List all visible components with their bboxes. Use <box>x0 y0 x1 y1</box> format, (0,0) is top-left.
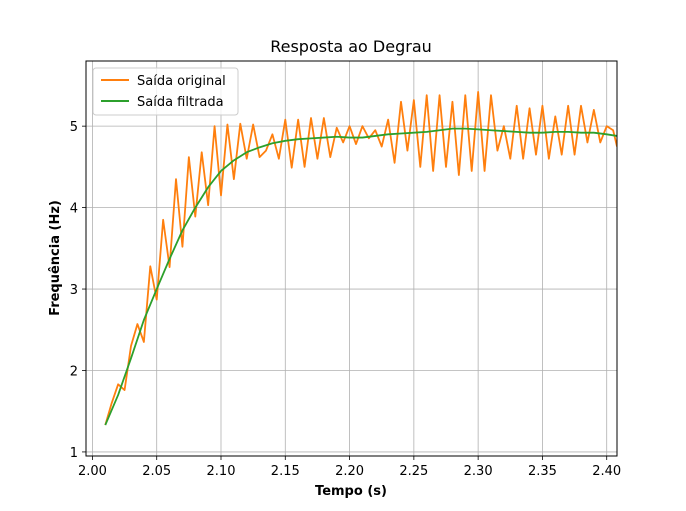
y-axis-ticks: 1 2 3 4 5 <box>70 120 86 461</box>
x-tick-label: 2.00 <box>78 464 107 479</box>
y-tick-label: 4 <box>70 202 78 217</box>
x-tick-label: 2.30 <box>464 464 493 479</box>
legend-label-filtered: Saída filtrada <box>137 95 224 110</box>
legend-box <box>92 67 239 116</box>
legend-label-original: Saída original <box>137 74 226 89</box>
x-tick-label: 2.10 <box>207 464 236 479</box>
x-tick-label: 2.40 <box>592 464 621 479</box>
series-line-filtered <box>104 127 617 426</box>
series-lines <box>104 91 617 426</box>
plot-area <box>86 61 617 456</box>
series-line-original <box>104 91 617 426</box>
x-axis-label: Tempo (s) <box>315 484 387 499</box>
y-tick-label: 5 <box>70 120 78 135</box>
chart-title: Resposta ao Degrau <box>270 37 432 56</box>
x-tick-label: 2.35 <box>528 464 557 479</box>
y-gridlines <box>86 125 617 453</box>
x-tick-label: 2.15 <box>271 464 300 479</box>
y-tick-label: 1 <box>70 446 78 461</box>
legend: Saída original Saída filtrada <box>92 67 239 116</box>
y-axis-label: Frequência (Hz) <box>48 200 63 316</box>
plot-frame <box>85 60 618 457</box>
y-tick-label: 3 <box>70 283 78 298</box>
x-tick-label: 2.05 <box>142 464 171 479</box>
x-axis-ticks: 2.00 2.05 2.10 2.15 2.20 2.25 2.30 2.35 2.40 <box>78 456 621 479</box>
x-tick-label: 2.25 <box>399 464 428 479</box>
y-tick-label: 2 <box>70 364 78 379</box>
x-tick-label: 2.20 <box>335 464 364 479</box>
